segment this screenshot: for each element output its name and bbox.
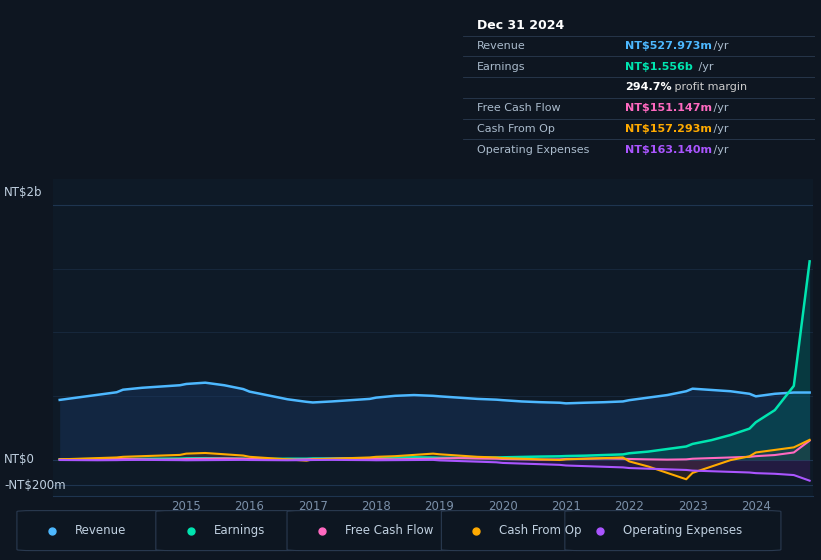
Text: Free Cash Flow: Free Cash Flow	[477, 103, 561, 113]
Text: Revenue: Revenue	[477, 41, 526, 51]
FancyBboxPatch shape	[287, 511, 456, 550]
Text: Cash From Op: Cash From Op	[499, 524, 582, 537]
FancyBboxPatch shape	[565, 511, 781, 550]
FancyBboxPatch shape	[17, 511, 172, 550]
Text: NT$163.140m: NT$163.140m	[625, 144, 712, 155]
Text: NT$1.556b: NT$1.556b	[625, 62, 693, 72]
Text: Earnings: Earnings	[213, 524, 265, 537]
Text: Free Cash Flow: Free Cash Flow	[345, 524, 433, 537]
Text: /yr: /yr	[710, 41, 729, 51]
Text: /yr: /yr	[695, 62, 713, 72]
Text: 294.7%: 294.7%	[625, 82, 672, 92]
Text: profit margin: profit margin	[672, 82, 748, 92]
Text: NT$0: NT$0	[4, 454, 35, 466]
Text: /yr: /yr	[710, 103, 729, 113]
Text: -NT$200m: -NT$200m	[4, 479, 66, 492]
Text: NT$157.293m: NT$157.293m	[625, 124, 712, 134]
FancyBboxPatch shape	[442, 511, 580, 550]
FancyBboxPatch shape	[156, 511, 302, 550]
Text: Revenue: Revenue	[75, 524, 126, 537]
Text: Cash From Op: Cash From Op	[477, 124, 555, 134]
Text: Operating Expenses: Operating Expenses	[623, 524, 742, 537]
Text: NT$527.973m: NT$527.973m	[625, 41, 712, 51]
Text: /yr: /yr	[710, 144, 729, 155]
Text: Operating Expenses: Operating Expenses	[477, 144, 589, 155]
Text: NT$2b: NT$2b	[4, 186, 43, 199]
Text: Dec 31 2024: Dec 31 2024	[477, 19, 564, 32]
Text: /yr: /yr	[710, 124, 729, 134]
Text: Earnings: Earnings	[477, 62, 525, 72]
Text: NT$151.147m: NT$151.147m	[625, 103, 712, 113]
